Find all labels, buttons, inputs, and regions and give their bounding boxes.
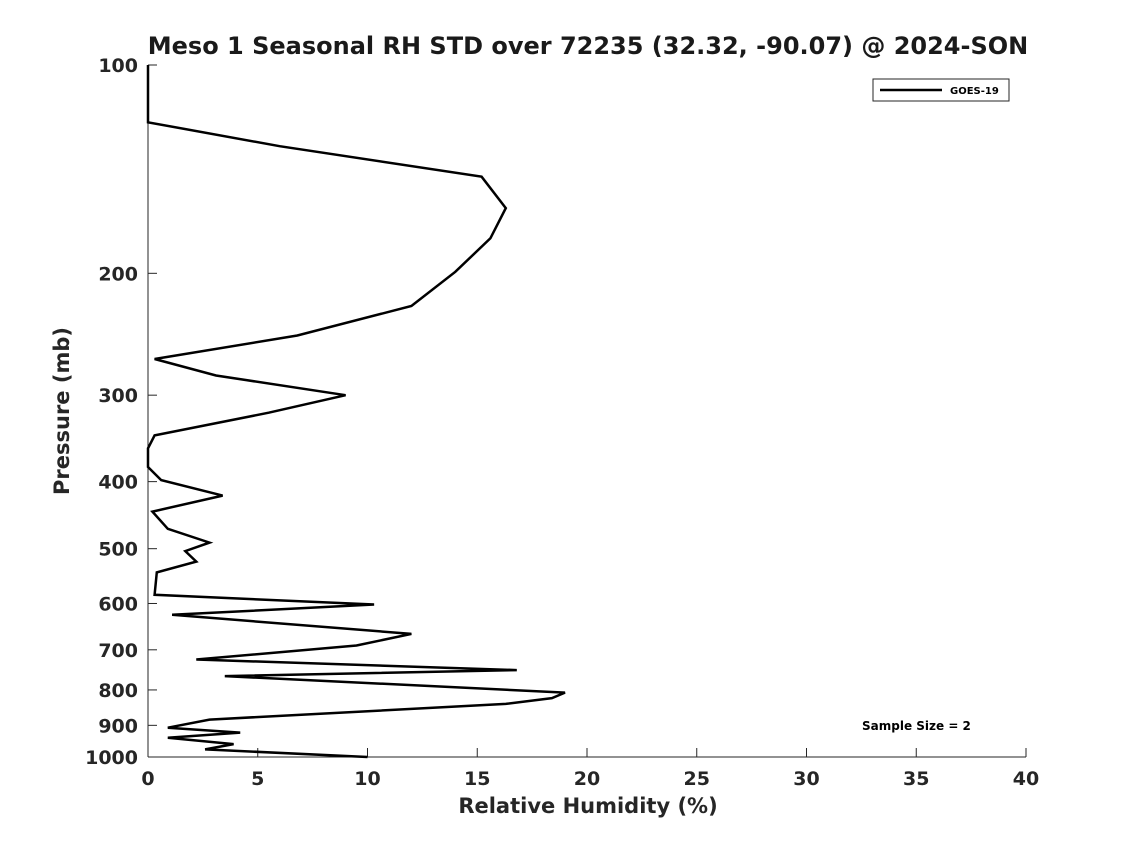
x-tick-label: 5 [251,768,264,790]
x-axis-label: Relative Humidity (%) [458,794,717,818]
legend: GOES-19 [872,78,1010,102]
sample-size-annotation: Sample Size = 2 [862,719,971,733]
y-tick-label: 1000 [85,747,138,769]
y-tick-label: 700 [98,640,138,662]
chart-title: Meso 1 Seasonal RH STD over 72235 (32.32… [148,32,1029,60]
x-tick-label: 30 [793,768,819,790]
x-axis-ticks: 0 5 10 15 20 25 30 35 40 [141,748,1039,790]
x-tick-label: 25 [684,768,710,790]
y-axis-label: Pressure (mb) [50,327,74,495]
y-tick-label: 200 [98,263,138,285]
x-tick-label: 0 [141,768,154,790]
x-tick-label: 15 [464,768,490,790]
y-tick-label: 300 [98,385,138,407]
series-layer [146,65,566,759]
x-tick-label: 20 [574,768,600,790]
y-axis-ticks: 100 200 300 400 500 600 700 800 900 1000 [85,55,157,769]
y-tick-label: 800 [98,680,138,702]
y-tick-label: 600 [98,593,138,615]
legend-label-goes-19: GOES-19 [950,86,999,97]
x-tick-label: 35 [903,768,929,790]
x-tick-label: 10 [354,768,380,790]
y-tick-label: 100 [98,55,138,77]
y-tick-label: 900 [98,715,138,737]
series-line-goes-19 [146,65,566,759]
y-tick-label: 500 [98,539,138,561]
x-tick-label: 40 [1013,768,1039,790]
y-tick-label: 400 [98,472,138,494]
